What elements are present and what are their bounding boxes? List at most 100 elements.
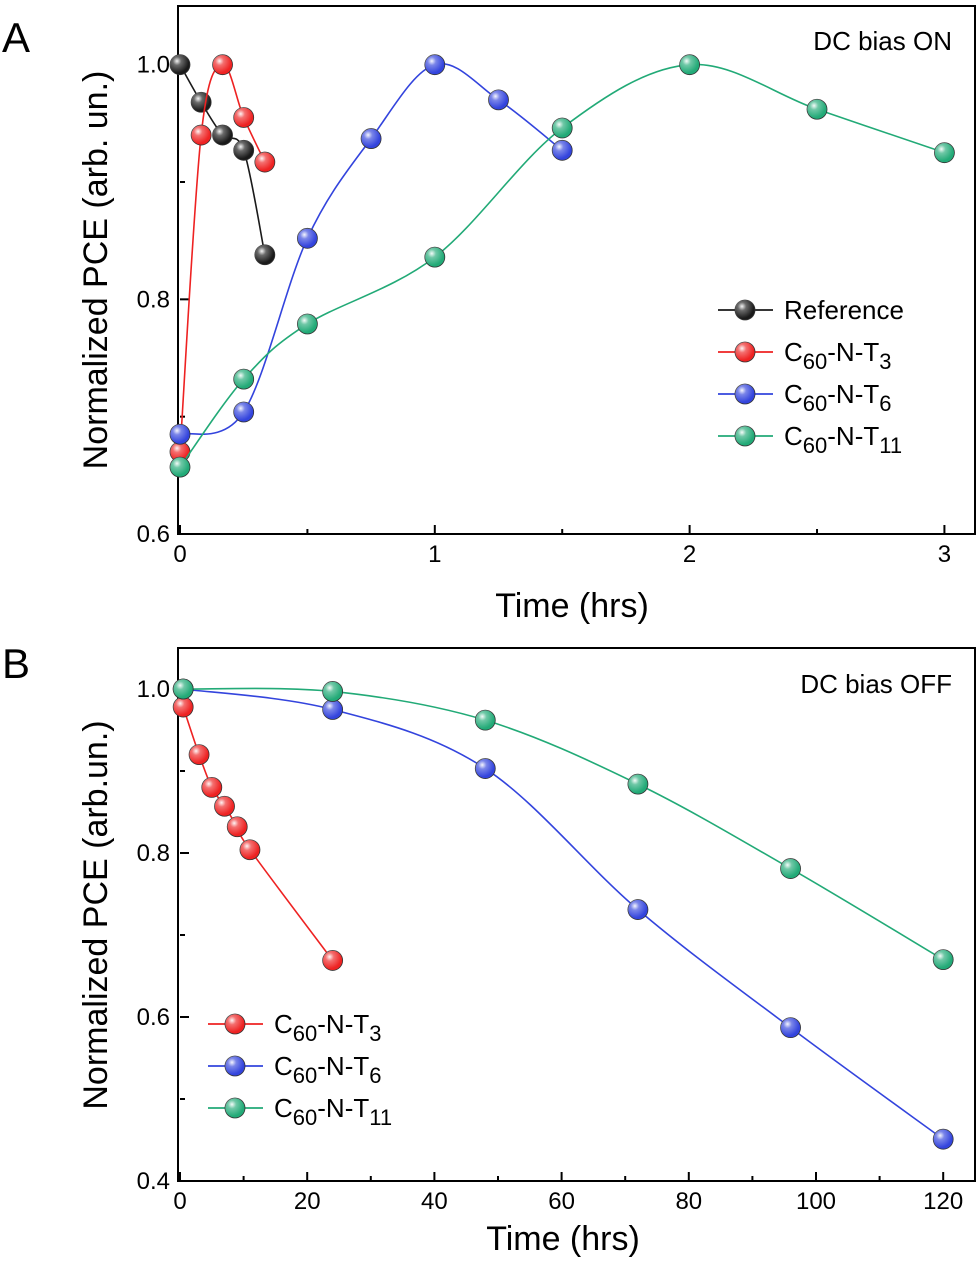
panel-b-x-tick-label: 40 <box>421 1188 448 1215</box>
panel-b-data-point-c60-n-t3-highlight <box>189 744 210 765</box>
panel-a-data-point-reference <box>212 124 233 146</box>
panel-b-data-point-c60-n-t11-highlight <box>173 679 194 699</box>
panel-a-data-point-c60-n-t11 <box>233 368 255 390</box>
panel-a-series-c60-n-t6 <box>169 54 573 445</box>
panel-a-data-point-c60-n-t3 <box>212 54 233 76</box>
panel-b-legend-swatch-marker <box>224 1013 246 1035</box>
panel-b-data-point-c60-n-t6 <box>780 1017 801 1039</box>
panel-a-x-tick-label: 2 <box>683 541 696 568</box>
panel-a-y-tick-label: 0.6 <box>137 521 170 548</box>
panel-b-legend-item-c60-n-t6: C60-N-T6 <box>208 1051 382 1088</box>
panel-b-data-point-c60-n-t11 <box>932 949 954 970</box>
panel-b-data-point-c60-n-t6 <box>322 699 344 720</box>
panel-a-data-point-c60-n-t6 <box>297 227 318 249</box>
panel-a-data-point-reference <box>190 91 212 113</box>
panel-a-y-axis-label: Normalized PCE (arb. un.) <box>77 71 115 470</box>
panel-a-x-tick-label: 0 <box>173 541 186 568</box>
panel-a-data-point-c60-n-t11 <box>934 142 955 164</box>
panel-a-x-tick-label: 1 <box>428 541 441 568</box>
panel-a-data-point-c60-n-t6 <box>424 54 446 76</box>
panel-a-legend-item-c60-n-t3: C60-N-T3 <box>718 337 892 374</box>
panel-a-data-point-c60-n-t11-highlight <box>297 313 318 334</box>
panel-a-legend-swatch-marker-highlight <box>735 300 755 320</box>
panel-a-legend-swatch-marker-highlight <box>735 342 755 362</box>
panel-a-data-point-c60-n-t3 <box>254 151 276 173</box>
panel-a-series <box>169 54 955 478</box>
panel-b-data-point-c60-n-t6-highlight <box>475 758 496 779</box>
panel-b-x-tick-label: 100 <box>796 1188 836 1215</box>
panel-a: A DC bias ON Time (hrs) Normalized PCE (… <box>2 5 976 625</box>
panel-a-data-point-reference <box>254 244 276 266</box>
panel-a-data-point-c60-n-t11-highlight <box>552 118 573 139</box>
panel-b-data-point-c60-n-t6-highlight <box>627 899 648 920</box>
panel-a-legend-label: C60-N-T11 <box>784 421 902 458</box>
panel-a-plot-frame <box>177 5 976 535</box>
panel-b-x-tick-label: 120 <box>923 1188 963 1215</box>
panel-a-data-point-c60-n-t6-highlight <box>552 140 573 161</box>
panel-a-data-point-reference-highlight <box>191 92 212 113</box>
panel-b-data-point-c60-n-t11 <box>474 709 496 731</box>
panel-b-y-tick-label: 0.6 <box>137 1004 170 1031</box>
panel-b-legend-swatch-marker-highlight <box>225 1056 245 1076</box>
panel-a-data-point-c60-n-t6 <box>551 139 573 161</box>
panel-a-legend-item-c60-n-t11: C60-N-T11 <box>718 421 902 458</box>
panel-a-data-point-c60-n-t11 <box>806 98 828 120</box>
panel-b-legend-swatch-marker <box>224 1055 246 1077</box>
panel-a-x-tick-label: 3 <box>938 541 951 568</box>
panel-a-series-c60-n-t3 <box>169 54 276 463</box>
panel-b-data-point-c60-n-t6-highlight <box>322 699 343 720</box>
panel-b: B DC bias OFF Time (hrs) Normalized PCE … <box>2 640 976 1258</box>
panel-b-data-point-c60-n-t3 <box>322 950 344 971</box>
panel-b-label: B <box>2 640 30 687</box>
panel-b-series-c60-n-t11 <box>172 678 954 970</box>
panel-a-y-tick-label: 1.0 <box>137 52 170 79</box>
panel-a-data-point-reference-highlight <box>170 54 190 75</box>
panel-a-legend-item-reference: Reference <box>718 295 904 325</box>
panel-a-data-point-c60-n-t3-highlight <box>191 125 212 146</box>
panel-b-data-point-c60-n-t3 <box>214 795 235 817</box>
panel-a-series-c60-n-t11 <box>169 54 955 478</box>
panel-b-series-line-c60-n-t11 <box>183 687 944 961</box>
panel-b-data-point-c60-n-t11 <box>172 678 194 700</box>
panel-a-data-point-c60-n-t6 <box>233 401 255 423</box>
panel-b-ticks: 0 20 40 60 80 100 120 0.4 0.6 0.8 1.0 <box>137 676 964 1215</box>
panel-b-data-point-c60-n-t11-highlight <box>322 681 343 702</box>
panel-a-legend-swatch-marker-highlight <box>735 426 755 446</box>
panel-b-legend-label: C60-N-T6 <box>274 1051 382 1088</box>
panel-a-data-point-c60-n-t11 <box>551 117 573 139</box>
panel-b-data-point-c60-n-t3-highlight <box>214 796 235 817</box>
panel-a-series-line-c60-n-t11 <box>179 63 945 468</box>
panel-a-data-point-c60-n-t11-highlight <box>807 99 828 120</box>
panel-a-label: A <box>2 14 30 61</box>
panel-a-data-point-c60-n-t6-highlight <box>488 89 509 110</box>
panel-a-legend-item-c60-n-t6: C60-N-T6 <box>718 379 892 416</box>
panel-b-y-tick-label: 1.0 <box>137 676 170 703</box>
panel-b-legend: C60-N-T3 C60-N-T6 C60-N-T11 <box>208 1009 392 1130</box>
panel-a-data-point-reference-highlight <box>212 125 233 146</box>
panel-b-data-point-c60-n-t3 <box>172 696 194 718</box>
panel-a-y-tick-label: 0.8 <box>137 286 170 313</box>
panel-b-legend-swatch-marker-highlight <box>225 1014 245 1034</box>
panel-a-data-point-c60-n-t6 <box>169 423 191 445</box>
panel-a-legend-label: Reference <box>784 295 904 325</box>
panel-a-data-point-c60-n-t11-highlight <box>424 247 445 268</box>
panel-b-data-point-c60-n-t11 <box>627 773 649 795</box>
panel-b-series <box>172 678 954 1150</box>
panel-a-data-point-c60-n-t3-highlight <box>254 152 275 173</box>
panel-a-data-point-c60-n-t6-highlight <box>170 424 190 445</box>
panel-a-data-point-c60-n-t11 <box>679 54 701 76</box>
panel-b-legend-swatch-marker <box>224 1097 246 1119</box>
panel-a-data-point-c60-n-t6-highlight <box>361 128 382 149</box>
panel-b-x-tick-label: 60 <box>548 1188 575 1215</box>
panel-a-data-point-c60-n-t3-highlight <box>233 107 254 128</box>
panel-a-data-point-c60-n-t3-highlight <box>170 441 190 462</box>
panel-a-series-reference <box>169 54 276 266</box>
panel-a-legend: Reference C60-N-T3 C60-N-T6 C60-N-T11 <box>718 295 904 458</box>
panel-b-legend-item-c60-n-t3: C60-N-T3 <box>208 1009 382 1046</box>
panel-a-legend-swatch-marker <box>734 341 756 363</box>
panel-a-data-point-c60-n-t3 <box>233 107 255 128</box>
panel-b-y-axis-label: Normalized PCE (arb.un.) <box>77 720 115 1109</box>
panel-b-data-point-c60-n-t3 <box>239 839 261 861</box>
panel-b-x-axis-label: Time (hrs) <box>486 1220 640 1258</box>
